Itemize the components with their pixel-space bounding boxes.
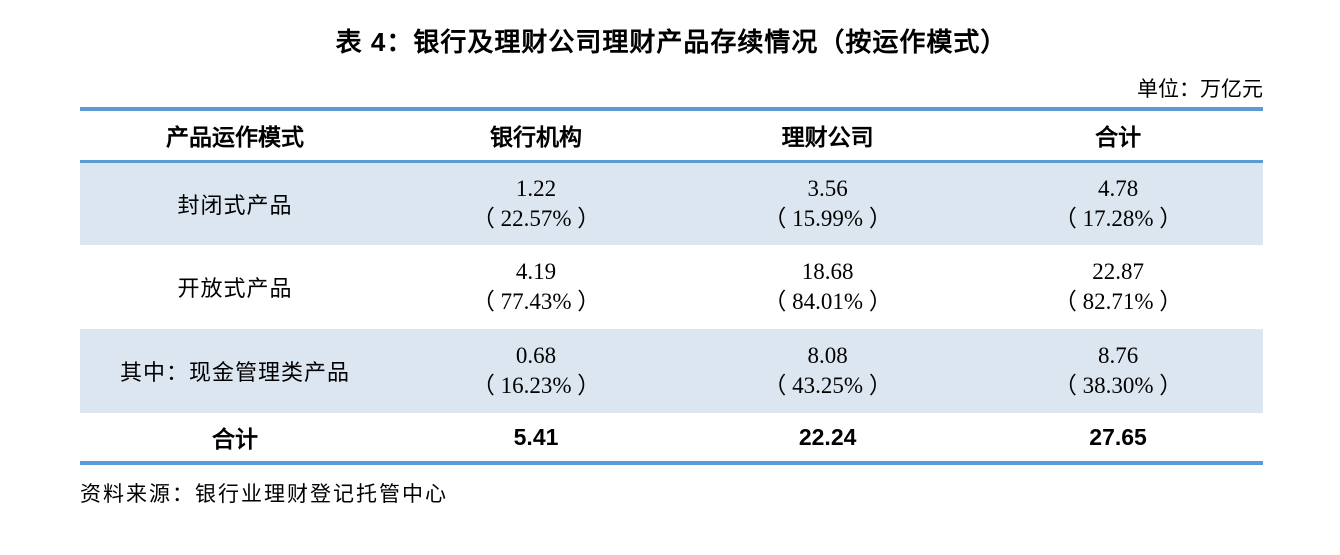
total-overall: 27.65: [1089, 423, 1147, 450]
row-label: 其中：现金管理类产品: [119, 360, 350, 385]
cell-value: 8.76: [1097, 343, 1139, 368]
cell-total: 4.78 （ 17.28% ）: [973, 161, 1263, 245]
cell-wm-company: 8.08 （ 43.25% ）: [682, 329, 973, 413]
cell-wm-company: 3.56 （ 15.99% ）: [682, 161, 973, 245]
col-header-total: 合计: [1095, 124, 1142, 151]
cell-percent: （ 17.28% ）: [1053, 205, 1183, 231]
table-row-cash-management: 其中：现金管理类产品 0.68 （ 16.23% ） 8.08 （ 43.25%…: [80, 329, 1263, 413]
table-title: 表 4：银行及理财公司理财产品存续情况（按运作模式）: [335, 27, 1008, 57]
col-header-wm-company: 理财公司: [781, 124, 874, 151]
total-label: 合计: [211, 426, 258, 452]
cell-percent: （ 77.43% ）: [471, 289, 601, 314]
total-bank: 5.41: [513, 423, 559, 450]
header-row: 产品运作模式 银行机构 理财公司 合计: [80, 109, 1263, 161]
cell-percent: （ 84.01% ）: [763, 289, 892, 314]
cell-wm-company: 18.68 （ 84.01% ）: [682, 245, 973, 329]
cell-value: 1.22: [515, 175, 557, 201]
total-wm-company: 22.24: [798, 423, 857, 450]
cell-bank: 1.22 （ 22.57% ）: [390, 161, 682, 245]
cell-value: 18.68: [801, 259, 854, 284]
cell-value: 3.56: [807, 175, 848, 201]
cell-percent: （ 22.57% ）: [471, 205, 601, 231]
cell-bank: 0.68 （ 16.23% ）: [390, 329, 682, 413]
cell-value: 0.68: [515, 343, 557, 368]
source-note: 资料来源：银行业理财登记托管中心: [80, 482, 448, 506]
cell-bank: 4.19 （ 77.43% ）: [390, 245, 682, 329]
col-header-bank: 银行机构: [490, 124, 583, 151]
table-row-open-end: 开放式产品 4.19 （ 77.43% ） 18.68 （ 84.01% ） 2…: [80, 245, 1263, 329]
row-label: 封闭式产品: [177, 192, 293, 218]
cell-percent: （ 15.99% ）: [763, 205, 892, 231]
cell-percent: （ 38.30% ）: [1053, 373, 1183, 398]
row-label: 开放式产品: [177, 276, 293, 301]
unit-label: 单位：万亿元: [1137, 77, 1263, 101]
cell-value: 4.19: [515, 259, 557, 284]
cell-value: 4.78: [1097, 175, 1139, 201]
table-row-closed-end: 封闭式产品 1.22 （ 22.57% ） 3.56 （ 15.99% ） 4.…: [80, 161, 1263, 245]
wealth-product-table: 产品运作模式 银行机构 理财公司 合计 封闭式产品 1.22 （ 22.57% …: [80, 107, 1263, 465]
col-header-operation-mode: 产品运作模式: [165, 124, 304, 151]
cell-percent: （ 82.71% ）: [1053, 289, 1183, 314]
cell-total: 8.76 （ 38.30% ）: [973, 329, 1263, 413]
cell-value: 8.08: [807, 343, 848, 368]
cell-value: 22.87: [1092, 259, 1144, 284]
cell-percent: （ 43.25% ）: [763, 373, 892, 398]
cell-total: 22.87 （ 82.71% ）: [973, 245, 1263, 329]
total-row: 合计 5.41 22.24 27.65: [80, 413, 1263, 463]
cell-percent: （ 16.23% ）: [471, 373, 601, 398]
